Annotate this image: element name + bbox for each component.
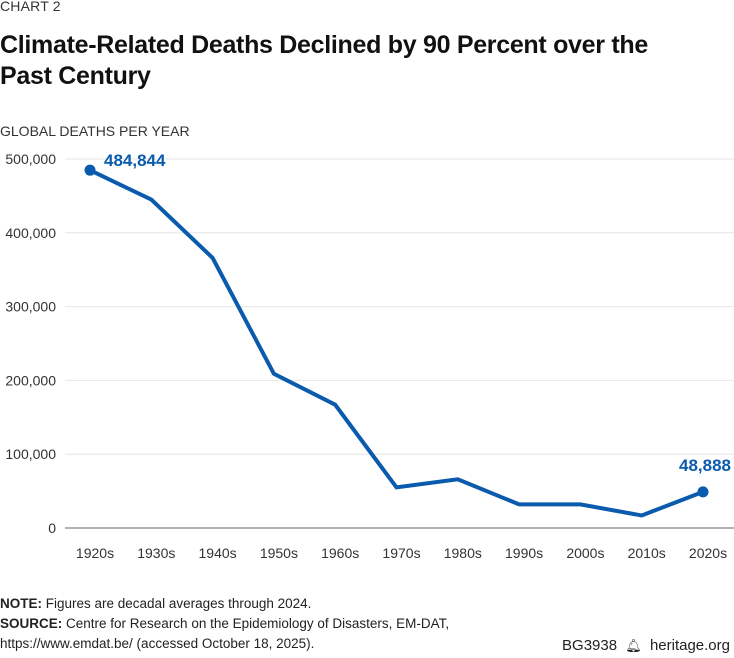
source-url[interactable]: https://www.emdat.be/ (accessed October …	[0, 636, 315, 651]
y-axis-label: GLOBAL DEATHS PER YEAR	[0, 123, 190, 139]
annotations: 484,844 48,888	[104, 151, 731, 475]
x-tick-label: 1970s	[382, 545, 420, 561]
bell-icon: 🔔︎	[625, 638, 642, 653]
note-label: NOTE:	[0, 596, 42, 611]
y-tick-label: 100,000	[5, 446, 56, 462]
y-tick-label: 200,000	[5, 372, 56, 388]
y-tick-label: 300,000	[5, 299, 56, 315]
chart-eyebrow: CHART 2	[0, 0, 61, 14]
line-chart: 0 100,000 200,000 300,000 400,000 500,000 192…	[5, 151, 734, 561]
note-line: NOTE: Figures are decadal averages throu…	[0, 594, 449, 614]
data-label: 484,844	[104, 151, 166, 170]
x-tick-label: 1920s	[76, 545, 114, 561]
x-tick-label: 1950s	[260, 545, 298, 561]
chart-title: Climate-Related Deaths Declined by 90 Pe…	[0, 31, 648, 90]
data-point-marker	[697, 486, 709, 498]
source-text: Centre for Research on the Epidemiology …	[62, 616, 450, 631]
x-tick-label: 1990s	[505, 545, 543, 561]
site-link[interactable]: heritage.org	[649, 637, 730, 654]
gridlines	[65, 158, 734, 529]
y-axis-ticks: 0 100,000 200,000 300,000 400,000 500,000	[5, 151, 56, 536]
report-code: BG3938	[562, 637, 618, 654]
series-line	[89, 168, 704, 518]
y-tick-label: 0	[48, 520, 56, 536]
source-line: SOURCE: Centre for Research on the Epide…	[0, 614, 449, 634]
x-tick-label: 1980s	[444, 545, 482, 561]
x-tick-label: 2010s	[628, 545, 666, 561]
chart-notes: NOTE: Figures are decadal averages throu…	[0, 594, 449, 654]
x-tick-label: 2000s	[566, 545, 604, 561]
x-tick-label: 1960s	[321, 545, 359, 561]
x-tick-label: 1940s	[199, 545, 237, 561]
brand-footer: BG3938 🔔︎ heritage.org	[562, 637, 730, 654]
source-label: SOURCE:	[0, 616, 63, 631]
x-tick-label: 2020s	[689, 545, 727, 561]
y-tick-label: 400,000	[5, 225, 56, 241]
x-tick-label: 1930s	[137, 545, 175, 561]
note-text: Figures are decadal averages through 202…	[42, 596, 312, 611]
data-label: 48,888	[679, 456, 731, 475]
markers	[84, 164, 709, 498]
data-point-marker	[84, 164, 96, 176]
y-tick-label: 500,000	[5, 151, 56, 167]
x-axis-ticks: 1920s 1930s 1940s 1950s 1960s 1970s 1980s 1990s…	[76, 545, 727, 561]
